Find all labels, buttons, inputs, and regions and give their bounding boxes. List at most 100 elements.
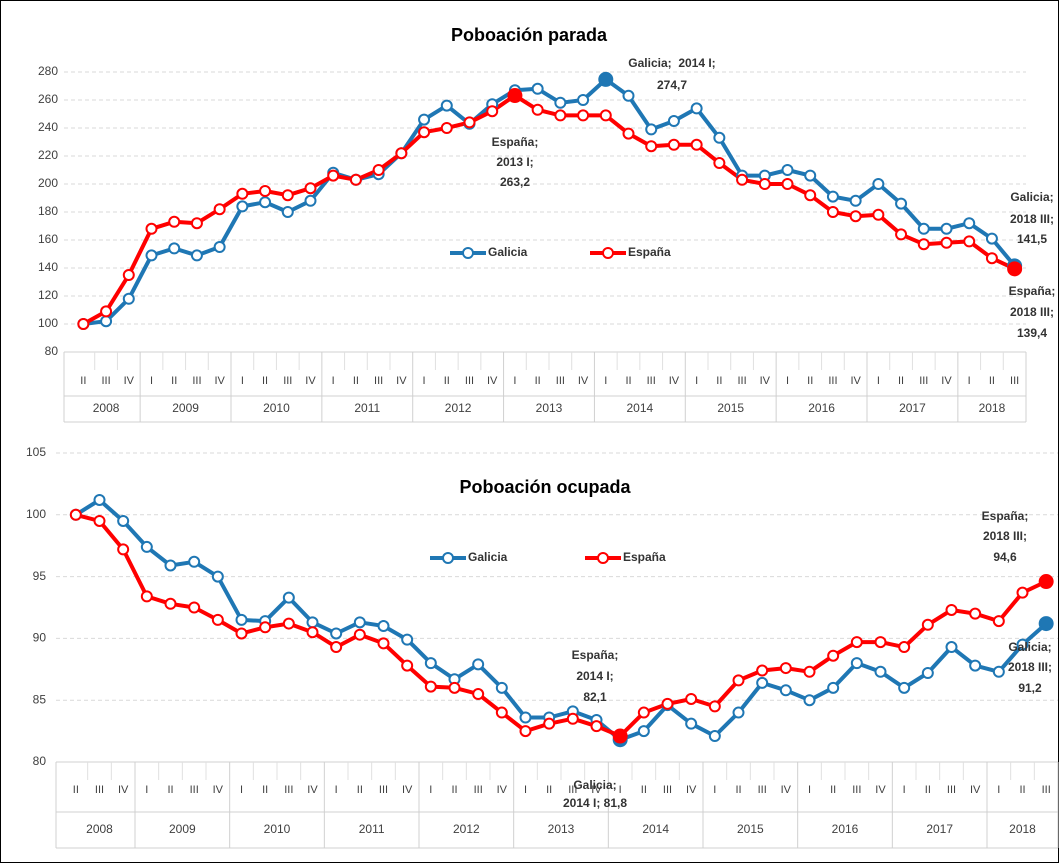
x-group-label: 2018 [979,401,1006,415]
x-tick-label: II [735,784,741,796]
annotation: 91,2 [1018,681,1042,695]
x-group-label: 2012 [453,822,480,836]
x-tick-label: III [374,375,383,387]
point [531,82,544,95]
annotation: 141,5 [1017,232,1047,246]
highlight-point [598,71,614,87]
point [827,649,840,662]
point [758,178,771,190]
point [327,169,340,182]
point [236,187,249,200]
point [985,252,998,265]
point [440,99,453,112]
point [93,493,106,506]
x-tick-label: I [695,375,698,387]
point [211,613,224,626]
legend-marker [462,247,474,259]
point [188,555,201,568]
point [804,169,817,182]
point [645,140,658,153]
point [100,305,113,318]
point [543,717,556,730]
x-tick-label: I [903,784,906,796]
x-group-label: 2011 [354,401,380,415]
point [850,636,863,649]
point [985,232,998,245]
point [519,711,532,724]
point [190,249,203,262]
x-tick-label: II [989,375,995,387]
point [667,138,680,151]
point [590,720,603,733]
x-group-label: 2016 [808,401,835,415]
point [259,185,272,197]
annotation: 2018 III; [1010,305,1054,319]
point [803,665,816,678]
point [661,697,674,710]
legend-marker [597,552,609,564]
point [145,249,158,262]
point [145,222,158,235]
legend-marker [442,552,454,564]
x-tick-label: IV [578,375,589,387]
x-tick-label: IV [591,784,602,796]
x-group-label: 2018 [1009,822,1036,836]
point [940,236,953,249]
point [372,164,385,176]
point [213,203,226,216]
x-tick-label: III [556,375,565,387]
highlight-point [507,88,523,104]
x-group-label: 2009 [172,401,199,415]
x-group-label: 2008 [93,401,120,415]
point [554,96,567,109]
x-tick-label: III [737,375,746,387]
x-tick-label: I [240,784,243,796]
x-tick-label: II [262,375,268,387]
annotation: Galicia; 2014 I; [628,56,715,70]
y-tick-label: 280 [38,64,58,78]
x-tick-label: IV [305,375,316,387]
x-tick-label: III [1042,784,1051,796]
point [330,641,343,654]
x-tick-label: IV [686,784,697,796]
x-tick-label: IV [760,375,771,387]
x-tick-label: IV [669,375,680,387]
x-tick-label: III [190,784,199,796]
point [895,228,908,241]
point [236,200,249,213]
point [732,706,745,719]
x-tick-label: I [423,375,426,387]
x-tick-label: III [947,784,956,796]
x-tick-label: I [332,375,335,387]
point [945,641,958,654]
x-tick-label: II [535,375,541,387]
point [779,684,792,697]
y-tick-label: 260 [38,92,58,106]
x-group-label: 2008 [86,822,113,836]
point [637,725,650,738]
point [495,706,508,719]
x-tick-label: III [663,784,672,796]
point [756,676,769,689]
point [235,613,248,626]
point [850,657,863,670]
x-tick-label: IV [941,375,952,387]
point [349,173,362,186]
point [424,657,437,670]
x-tick-label: II [807,375,813,387]
point [874,636,887,649]
point [921,667,934,680]
annotation: España; [492,135,539,149]
point [282,617,295,630]
point [377,637,390,650]
point [122,269,135,281]
annotation: 2018 III; [1010,212,1054,226]
x-tick-label: II [716,375,722,387]
highlight-point [1007,261,1023,277]
point [992,665,1005,678]
point [685,717,698,730]
x-tick-label: II [925,784,931,796]
point [849,210,862,223]
point [963,235,976,248]
y-tick-label: 105 [26,445,46,459]
